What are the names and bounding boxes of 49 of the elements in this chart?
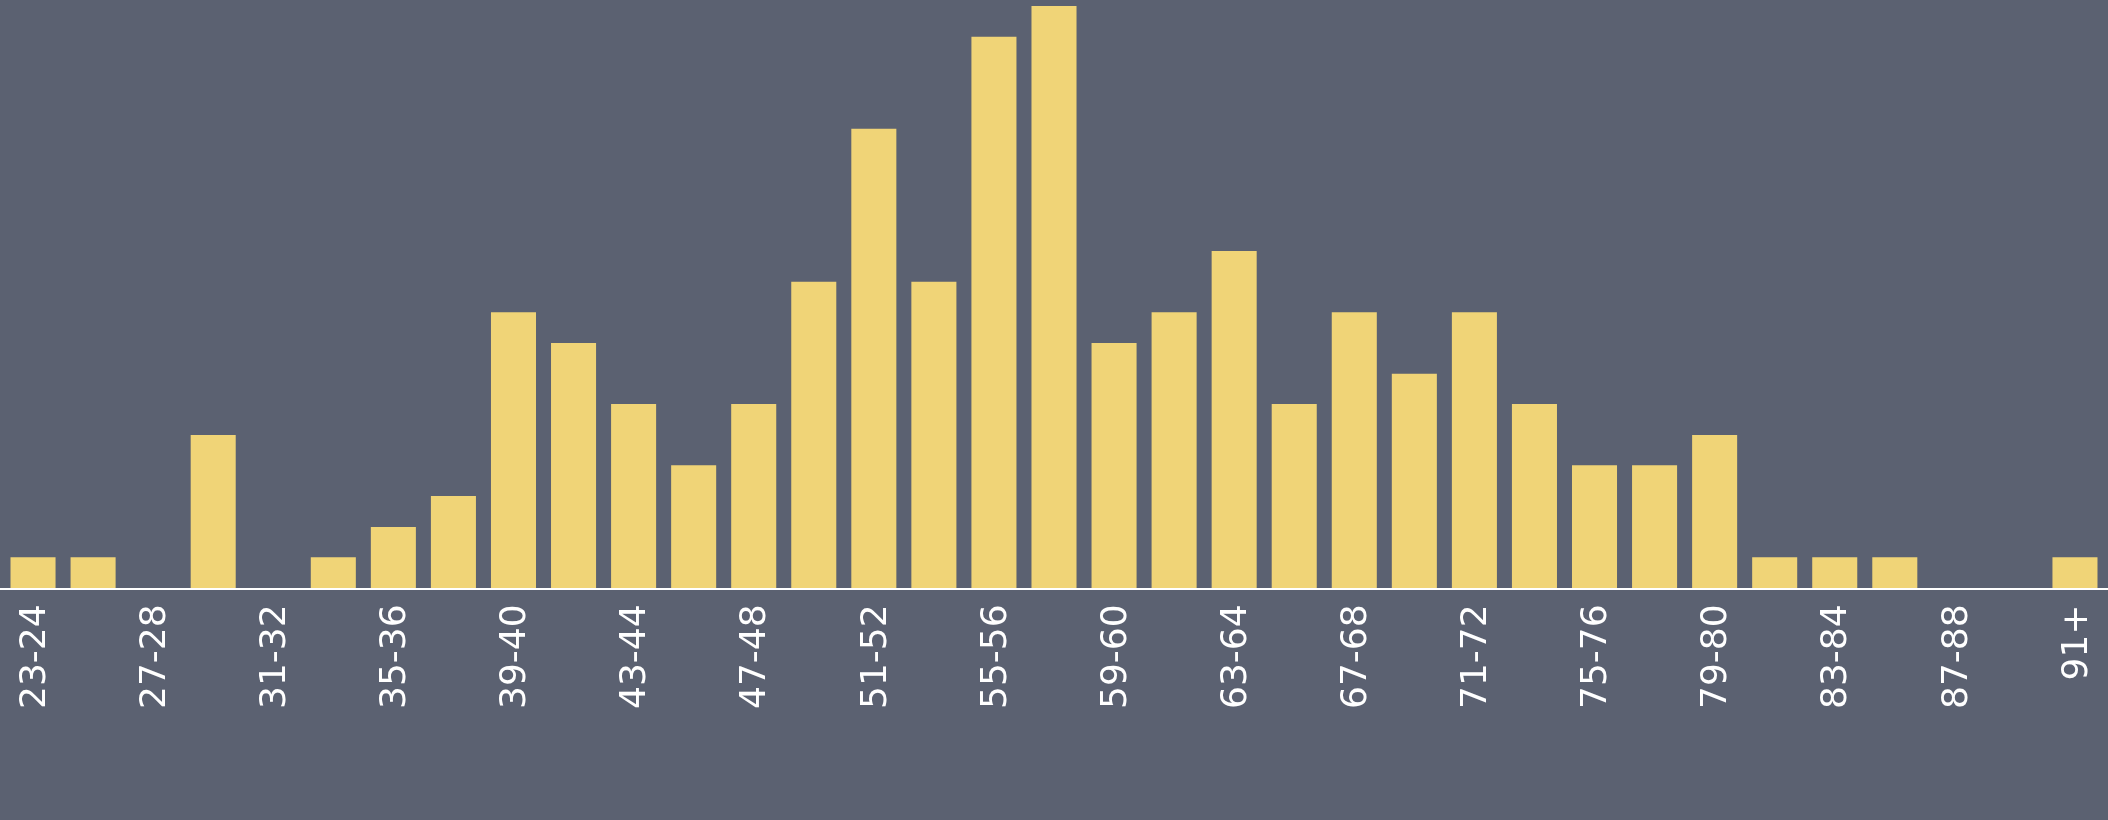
bar — [971, 36, 1017, 588]
bar — [551, 342, 597, 588]
x-tick-label: 23-24 — [11, 604, 53, 710]
x-tick-label: 35-36 — [372, 604, 414, 710]
bar — [1391, 373, 1437, 588]
bar — [1451, 312, 1497, 588]
bar — [1211, 251, 1257, 588]
bar — [791, 281, 837, 588]
bar — [671, 465, 717, 588]
x-tick-label: 55-56 — [972, 604, 1014, 710]
bar — [1752, 557, 1798, 588]
bar — [1151, 312, 1197, 588]
bar — [310, 557, 356, 588]
bar — [370, 526, 416, 588]
bar — [1632, 465, 1678, 588]
bar — [190, 434, 236, 588]
bar — [611, 404, 657, 588]
bar — [70, 557, 116, 588]
bar — [1571, 465, 1618, 588]
x-tick-label: 39-40 — [492, 604, 534, 710]
bar — [430, 496, 476, 588]
bar — [731, 404, 777, 588]
bar — [1091, 342, 1137, 588]
bar — [490, 312, 537, 588]
bar — [911, 281, 957, 588]
x-tick-label: 27-28 — [131, 604, 173, 710]
bar — [1031, 6, 1077, 588]
bar — [10, 557, 56, 588]
bar — [1872, 557, 1918, 588]
bar — [1692, 434, 1738, 588]
bar — [2052, 557, 2098, 588]
x-tick-label: 71-72 — [1453, 604, 1495, 710]
bar — [1331, 312, 1377, 588]
x-tick-label: 47-48 — [732, 604, 774, 710]
bar — [851, 128, 897, 588]
bar — [1271, 404, 1317, 588]
x-tick-label: 83-84 — [1813, 604, 1855, 710]
bar — [1511, 404, 1557, 588]
x-tick-label: 63-64 — [1212, 604, 1254, 710]
x-tick-label: 31-32 — [251, 604, 293, 710]
x-tick-label: 51-52 — [852, 604, 894, 710]
x-tick-label: 87-88 — [1933, 604, 1975, 710]
x-tick-label: 75-76 — [1573, 604, 1615, 710]
x-tick-label: 67-68 — [1332, 604, 1374, 710]
bar — [1812, 557, 1858, 588]
x-tick-label: 43-44 — [612, 604, 654, 710]
x-tick-label: 91+ — [2053, 604, 2095, 681]
x-tick-label: 59-60 — [1092, 604, 1134, 710]
x-tick-label: 79-80 — [1693, 604, 1735, 710]
